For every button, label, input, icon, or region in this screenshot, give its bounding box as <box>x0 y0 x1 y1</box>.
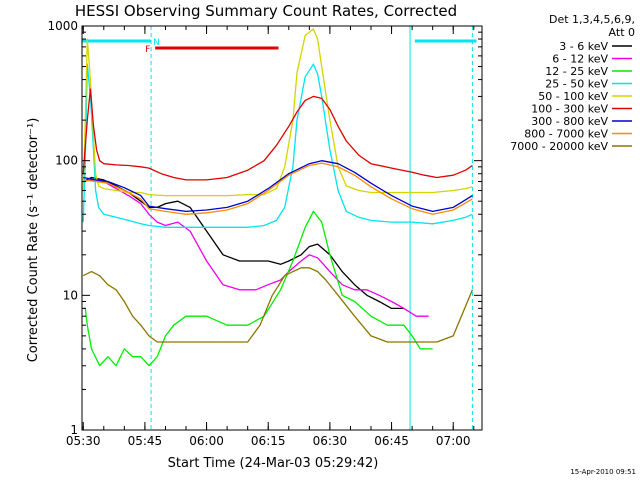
flag-label-n: N <box>153 38 160 48</box>
legend-label: 300 - 800 keV <box>531 115 608 128</box>
y-tick-label: 100 <box>55 154 78 168</box>
y-tick-label: 1 <box>70 423 78 437</box>
x-tick-label: 06:15 <box>251 434 286 448</box>
chart-title: HESSI Observing Summary Count Rates, Cor… <box>75 2 457 20</box>
series-line-3 <box>82 63 473 228</box>
series-line-7 <box>83 162 473 215</box>
series-line-1 <box>83 179 429 317</box>
legend-label: 6 - 12 keV <box>552 53 608 66</box>
series-line-0 <box>82 176 404 310</box>
legend-label: 800 - 7000 keV <box>524 128 608 141</box>
plot-area: NF <box>82 26 477 430</box>
axes: 1 10 100 1000 05:30 05:45 06:00 06:15 06:30 06:45… <box>47 19 483 448</box>
legend-label: 50 - 100 keV <box>538 90 608 103</box>
x-tick-label: 07:00 <box>436 434 471 448</box>
legend-label: 25 - 50 keV <box>545 78 608 91</box>
series-line-2 <box>83 210 433 367</box>
legend-label: 7000 - 20000 keV <box>510 140 608 153</box>
plot-frame <box>81 25 483 431</box>
y-tick-label: 10 <box>63 288 78 302</box>
series-line-4 <box>82 28 473 197</box>
series-line-8 <box>82 267 473 343</box>
legend-header: Det 1,3,4,5,6,9, <box>549 13 635 26</box>
x-tick-label: 06:00 <box>189 434 224 448</box>
x-tick-label: 05:45 <box>128 434 163 448</box>
flag-label-f: F <box>145 45 150 55</box>
footer-date: 15-Apr-2010 09:51 <box>570 468 636 476</box>
x-tick-label: 06:30 <box>313 434 348 448</box>
legend-label: 3 - 6 keV <box>559 40 608 53</box>
y-tick-label: 1000 <box>47 19 78 33</box>
legend-label: 12 - 25 keV <box>545 65 608 78</box>
legend-header: Att 0 <box>609 26 635 39</box>
y-axis-label: Corrected Count Rate (s⁻¹ detector⁻¹) <box>26 118 41 363</box>
series-line-6 <box>83 160 473 213</box>
x-tick-label: 06:45 <box>374 434 409 448</box>
series-line-5 <box>82 88 473 181</box>
legend-label: 100 - 300 keV <box>531 103 608 116</box>
x-tick-label: 05:30 <box>66 434 101 448</box>
x-axis-label: Start Time (24-Mar-03 05:29:42) <box>168 456 379 471</box>
